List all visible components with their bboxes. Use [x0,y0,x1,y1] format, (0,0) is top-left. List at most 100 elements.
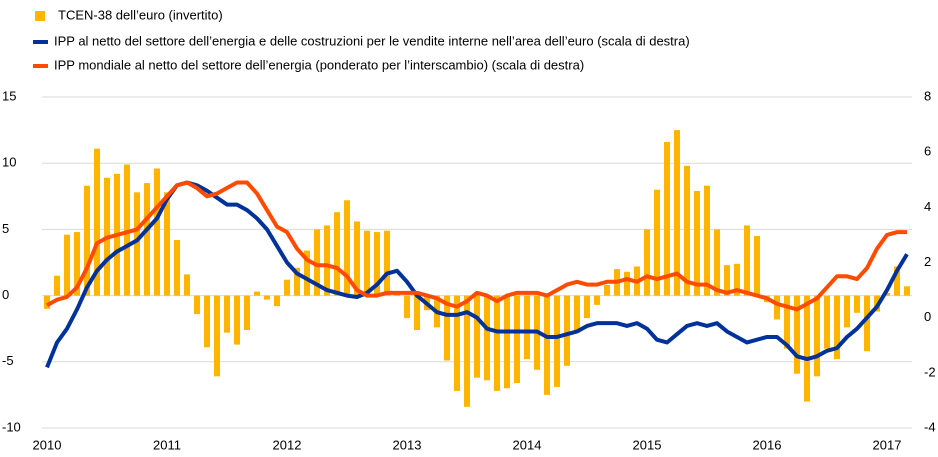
bar [54,275,60,296]
bar [504,295,510,389]
bar [804,295,810,402]
bar [584,295,590,319]
bar [304,250,310,296]
y-tick-label: 10 [2,155,16,170]
x-tick-label: 2012 [273,437,302,452]
line [46,180,907,312]
bar [514,295,520,383]
bar [394,294,400,296]
x-tick-label: 2010 [33,437,62,452]
y2-tick-label: -4 [924,419,936,434]
y2-tick-label: -2 [924,364,936,379]
bar [174,239,180,296]
bar [644,229,650,296]
bar [904,286,910,296]
bar [574,295,580,333]
bar [684,165,690,296]
bar [654,189,660,296]
bar [334,212,340,296]
bar [84,185,90,296]
bar [234,295,240,345]
x-tick-label: 2011 [153,437,181,452]
bar [464,295,470,407]
bar [834,295,840,360]
bar [354,221,360,296]
bar [404,295,410,319]
bar [254,291,260,296]
bar [894,266,900,296]
bar [364,230,370,296]
bar [714,229,720,296]
x-tick-label: 2015 [633,437,662,452]
y2-tick-label: 2 [924,254,931,269]
bar [674,130,680,296]
y-tick-label: 0 [2,287,9,302]
y2-tick-label: 0 [924,309,931,324]
bar [554,295,560,387]
legend-swatch [35,11,45,21]
bar [294,267,300,296]
bar [164,192,170,296]
bar [154,168,160,296]
bar [824,295,830,349]
bar [794,295,800,374]
bar [284,279,290,296]
bar [224,295,230,333]
bar [144,183,150,296]
bar [204,295,210,348]
bar [854,295,860,313]
bar [734,263,740,296]
bar [744,225,750,296]
bar [864,295,870,352]
y-tick-label: 15 [2,88,16,103]
bar [524,295,530,360]
bar [664,142,670,296]
bar [784,295,790,349]
bar [384,230,390,296]
bar [274,295,280,307]
bar [814,295,820,377]
y2-tick-label: 6 [924,144,931,159]
bar [704,185,710,296]
x-tick-label: 2017 [873,437,902,452]
bar [844,295,850,328]
bar [724,265,730,296]
x-tick-label: 2016 [753,437,782,452]
bar [754,236,760,296]
bar [134,192,140,296]
bar [44,295,50,309]
bar [414,295,420,331]
y-tick-label: -5 [2,353,14,368]
bar [64,234,70,296]
bar [544,295,550,395]
bar [264,295,270,300]
bar [194,295,200,315]
bar [604,285,610,296]
bar [124,164,130,296]
bar [774,295,780,320]
bar [594,295,600,305]
legend-label: TCEN-38 dell’euro (invertito) [58,7,223,22]
bar [184,274,190,296]
x-tick-label: 2013 [393,437,422,452]
y2-tick-label: 4 [924,199,931,214]
y-tick-label: -10 [2,419,21,434]
legend-label: IPP al netto del settore dell’energia e … [54,33,690,48]
bar [344,200,350,296]
bar [374,232,380,296]
y-tick-label: 5 [2,221,9,236]
bar [324,225,330,296]
legend-label: IPP mondiale al netto del settore dell’e… [54,57,584,72]
bar [454,295,460,391]
bar [474,295,480,378]
y2-tick-label: 8 [924,88,931,103]
bar [694,191,700,296]
bar [244,295,250,331]
bar [314,229,320,296]
bar [444,295,450,361]
x-tick-label: 2014 [513,437,542,452]
bar [494,295,500,391]
bar [884,292,890,296]
bar [94,148,100,296]
